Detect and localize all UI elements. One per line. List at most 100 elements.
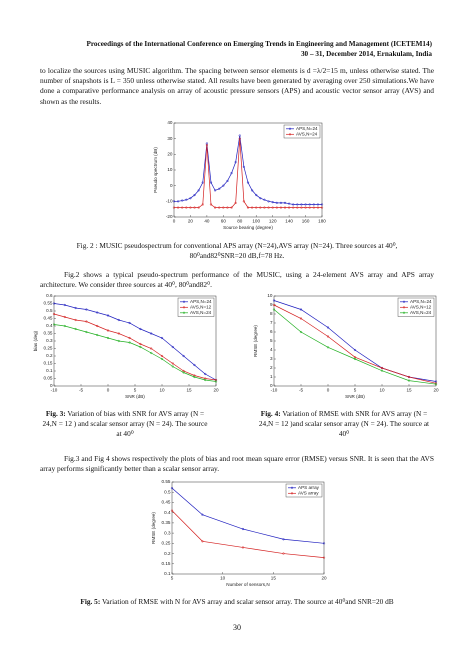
point (234, 161, 237, 164)
point (304, 206, 307, 209)
point (150, 351, 153, 355)
y-axis-label: RMSE (degree) (151, 512, 156, 544)
point (226, 179, 229, 183)
point (193, 374, 196, 377)
point (193, 193, 196, 197)
point (251, 189, 254, 192)
caption-text: Variation of bias with SNR for AVS array… (42, 409, 208, 438)
point (259, 197, 262, 200)
series-line (53, 303, 217, 381)
y-tick-label: 30 (167, 136, 173, 141)
point (218, 187, 221, 190)
point (172, 200, 176, 203)
point (197, 206, 200, 209)
caption-label: Fig. 4: (260, 409, 281, 418)
y-tick-label: 8 (270, 311, 273, 316)
figure-chart: 0 1 2 3 4 5 6 7 8 9 10 -10 -5 0 5 10 15 20 SNR (dB) RMSE (d… (253, 293, 439, 399)
point (201, 181, 204, 184)
point (177, 200, 180, 203)
point (160, 357, 164, 361)
point (128, 336, 131, 340)
caption-label: Fig. 3: (45, 409, 66, 418)
x-tick-label: 5 (134, 388, 137, 393)
point (267, 206, 270, 209)
x-tick-label: 10 (220, 576, 226, 581)
legend-label: AVS,N=24 (190, 310, 212, 315)
y-axis-label: RMSE (degree) (253, 325, 258, 357)
point (226, 206, 229, 209)
y-tick-label: 0.2 (164, 551, 171, 556)
figure-caption: Fig. 4: Variation of RMSE with SNR for A… (258, 409, 430, 439)
x-tick-label: 5 (171, 576, 174, 581)
x-tick-label: 20 (433, 388, 439, 393)
legend-label: AVS,N=12 (410, 305, 432, 310)
x-tick-label: -5 (79, 388, 84, 393)
y-tick-label: 0.5 (46, 308, 53, 313)
paragraph: Fig.3 and Fig 4 shows respectively the p… (40, 454, 434, 474)
y-axis-label: Pseudo spectrum (dB) (153, 147, 158, 193)
y-axis-label: bias (deg) (33, 330, 38, 351)
x-tick-label: -10 (51, 388, 58, 393)
y-tick-label: 2 (270, 365, 273, 370)
point (181, 199, 184, 202)
point (117, 318, 120, 322)
point (407, 375, 411, 379)
legend-label: AVS array (298, 491, 319, 496)
legend-marker (290, 486, 294, 489)
y-tick-label: 0.3 (46, 338, 53, 343)
x-tick-label: 10 (379, 388, 385, 393)
point (74, 306, 77, 310)
point (279, 206, 282, 209)
point (214, 380, 218, 383)
x-tick-label: 120 (269, 219, 277, 224)
point (193, 206, 196, 209)
point (279, 201, 282, 204)
point (271, 206, 274, 209)
point (316, 206, 319, 209)
point (106, 314, 110, 317)
point (204, 378, 207, 382)
point (283, 206, 287, 209)
point (201, 203, 204, 206)
series-line (171, 487, 325, 544)
x-tick-label: 80 (237, 219, 243, 224)
legend-label: APS,N=24 (296, 126, 318, 131)
point (230, 206, 233, 209)
legend-box (177, 297, 215, 317)
x-tick-label: 160 (302, 219, 310, 224)
point (267, 200, 270, 203)
y-tick-label: 0.45 (44, 316, 53, 321)
y-tick-label: 6 (270, 329, 273, 334)
x-axis-label: SNR (dB) (345, 394, 365, 399)
point (106, 336, 110, 340)
point (299, 308, 303, 311)
point (209, 203, 213, 206)
y-tick-label: 0.35 (44, 331, 53, 336)
point (282, 552, 285, 555)
figure-caption: Fig. 5: Variation of RMSE with N for AVS… (40, 597, 434, 607)
point (185, 198, 188, 201)
point (181, 206, 184, 209)
point (380, 366, 384, 370)
point (299, 330, 303, 334)
point (52, 323, 56, 326)
x-tick-label: -10 (271, 388, 278, 393)
x-tick-label: 60 (221, 219, 227, 224)
y-tick-label: 0.25 (162, 541, 171, 546)
y-tick-label: 0.6 (46, 293, 53, 298)
point (63, 303, 66, 307)
point (241, 527, 245, 531)
point (96, 311, 99, 314)
x-tick-label: 20 (213, 388, 219, 393)
point (74, 327, 77, 331)
caption-label: Fig. 5: (80, 597, 101, 606)
x-axis-label: Source bearing (degree) (223, 225, 273, 230)
series-line (273, 309, 437, 385)
y-tick-label: 20 (167, 152, 173, 157)
y-tick-label: 40 (167, 120, 173, 125)
point (242, 200, 245, 203)
point (272, 308, 276, 311)
y-tick-label: 1 (270, 374, 273, 379)
y-tick-label: 3 (270, 356, 273, 361)
point (63, 324, 66, 328)
